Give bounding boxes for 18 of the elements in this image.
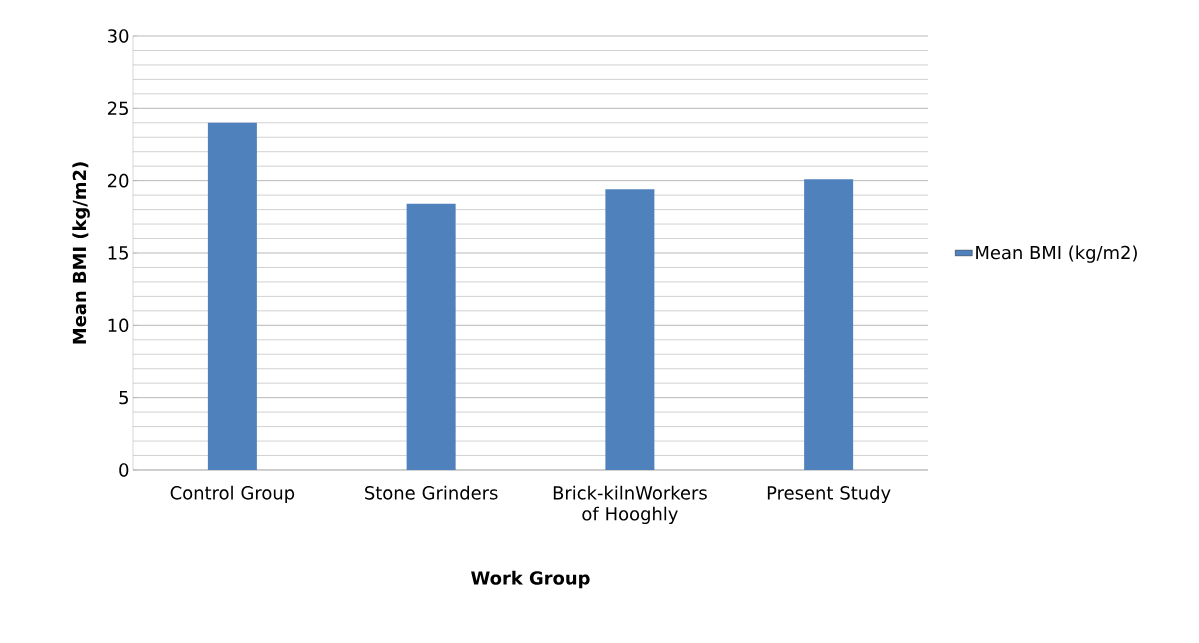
y-tick-label: 0: [119, 463, 129, 477]
y-tick-label: 25: [107, 101, 128, 116]
y-tick-label: 10: [108, 318, 129, 333]
bar: [804, 179, 854, 470]
x-axis-title: Work Group: [471, 570, 590, 589]
y-axis-title: Mean BMI (kg/m2): [72, 162, 90, 344]
y-tick-label: 30: [108, 29, 129, 43]
y-tick-label: 5: [119, 390, 128, 405]
bar: [406, 203, 456, 470]
x-tick-label: Stone Grinders: [365, 485, 498, 500]
bar: [207, 122, 257, 470]
bar: [605, 189, 655, 470]
legend-label: Mean BMI (kg/m2): [976, 245, 1137, 263]
x-tick-label: Brick-kilnWorkers of Hooghly: [553, 485, 707, 525]
y-tick-label: 20: [107, 173, 129, 188]
x-tick-label: Present Study: [767, 485, 891, 504]
x-tick-label: Control Group: [170, 485, 295, 504]
y-tick-label: 15: [108, 246, 128, 260]
